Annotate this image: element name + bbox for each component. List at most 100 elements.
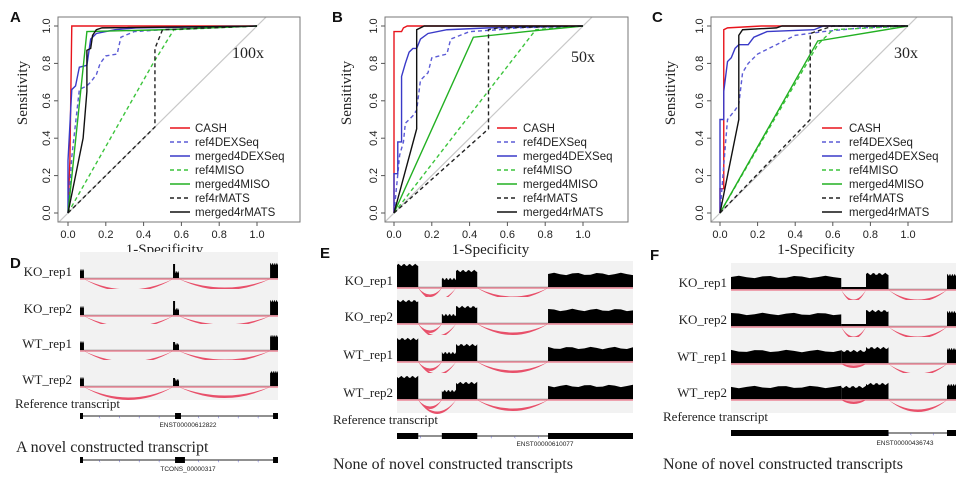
sample-label: WT_rep2 xyxy=(22,372,72,387)
strand-arrow-icon: ‹ xyxy=(138,415,140,421)
junction-arc xyxy=(841,400,866,404)
series-line-ref4DEXSeq xyxy=(719,25,909,214)
exon-block xyxy=(441,433,478,439)
panel-letter: E xyxy=(320,245,330,262)
coverage-block xyxy=(270,334,278,350)
exon-block xyxy=(175,457,185,463)
x-tick-label: 0.4 xyxy=(136,229,151,241)
coverage-block xyxy=(441,351,456,361)
strand-arrow-icon: ‹ xyxy=(237,415,239,421)
coverage-block xyxy=(397,299,419,323)
transcript-id: ENST00000436743 xyxy=(876,440,933,447)
coverage-block xyxy=(947,310,956,326)
legend-label: CASH xyxy=(195,123,227,135)
y-tick-label: 0.0 xyxy=(694,205,706,220)
panel-letter: C xyxy=(652,9,663,26)
junction-arc xyxy=(841,327,866,339)
panel-letter: A xyxy=(10,9,21,26)
y-tick-label: 0.0 xyxy=(41,205,53,220)
x-tick-label: 0.0 xyxy=(386,229,401,241)
strand-arrow-icon: ‹ xyxy=(138,459,140,465)
coverage-block xyxy=(731,385,842,399)
panel-letter: B xyxy=(332,9,343,26)
legend-label: merged4DEXSeq xyxy=(195,151,285,163)
coverage-block xyxy=(397,375,419,399)
strand-arrow-icon: ‹ xyxy=(257,459,259,465)
coverage-block xyxy=(866,382,889,399)
x-tick-label: 0.8 xyxy=(863,229,878,241)
series-line-merged4DEXSeq xyxy=(67,25,258,213)
x-axis-label: 1-Specificity xyxy=(777,242,855,258)
plot-frame xyxy=(57,16,301,223)
exon-block xyxy=(80,457,83,463)
legend-label: merged4rMATS xyxy=(523,207,604,219)
strand-arrow-icon: ‹ xyxy=(119,415,121,421)
coverage-block xyxy=(80,268,84,278)
coverage-block xyxy=(456,269,478,287)
strand-arrow-icon: ‹ xyxy=(514,435,516,441)
sashimi-track: KO_rep2 xyxy=(679,300,956,340)
x-tick-label: 1.0 xyxy=(249,229,264,241)
junction-arc xyxy=(841,364,866,368)
series-line-ref4MISO xyxy=(393,25,584,214)
legend: CASH ref4DEXSeq merged4DEXSeq ref4MISO merge… xyxy=(497,123,613,219)
series-line-ref4MISO xyxy=(719,25,909,214)
legend: CASH ref4DEXSeq merged4DEXSeq ref4MISO merge… xyxy=(170,123,285,219)
roc-chart-a: A 0.0 0.2 0.4 0.6 0.8 1.0 0.0 0.2 0.4 0.6 0.8 1.0 Sen… xyxy=(10,9,301,258)
track-background xyxy=(80,252,278,292)
x-tick-label: 0.0 xyxy=(712,229,727,241)
y-tick-label: 0.2 xyxy=(41,168,53,183)
x-tick-label: 0.4 xyxy=(788,229,803,241)
panel-letter: F xyxy=(650,247,659,264)
legend-label: merged4MISO xyxy=(195,179,270,191)
x-tick-label: 0.6 xyxy=(825,229,840,241)
y-tick-label: 0.2 xyxy=(694,168,706,183)
strand-arrow-icon: ‹ xyxy=(158,415,160,421)
junction-arc xyxy=(179,279,271,290)
exon-block xyxy=(175,413,181,419)
transcript-id: ENST00000610077 xyxy=(516,441,573,448)
y-tick-label: 1.0 xyxy=(368,18,380,33)
y-axis-label: Sensitivity xyxy=(15,60,31,125)
x-tick-label: 0.2 xyxy=(750,229,765,241)
x-tick-label: 0.6 xyxy=(174,229,189,241)
sashimi-track: WT_rep1 xyxy=(677,337,956,377)
series-line-ref4rMATS xyxy=(393,25,584,214)
coverage-block xyxy=(947,383,956,399)
series-line-merged4rMATS xyxy=(393,25,583,214)
strand-arrow-icon: ‹ xyxy=(910,432,912,438)
junction-arc xyxy=(418,400,456,414)
sashimi-track: WT_rep2 xyxy=(677,373,956,413)
junction-arc xyxy=(888,290,947,302)
coverage-block xyxy=(441,389,456,399)
coverage-block xyxy=(80,340,84,350)
coverage-block xyxy=(173,342,176,350)
junction-arc xyxy=(418,362,456,376)
sample-label: KO_rep2 xyxy=(345,309,393,324)
series-line-merged4MISO xyxy=(719,25,909,214)
series-line-merged4DEXSeq xyxy=(393,25,584,213)
junction-arc xyxy=(477,362,549,373)
sample-label: KO_rep1 xyxy=(679,275,727,290)
legend-label: ref4DEXSeq xyxy=(523,137,587,149)
strand-arrow-icon: ‹ xyxy=(198,415,200,421)
novel-transcript-label: None of novel constructed transcripts xyxy=(663,456,903,473)
y-tick-label: 0.4 xyxy=(368,131,380,146)
series-line-merged4rMATS xyxy=(719,25,908,214)
exon-block xyxy=(273,413,278,419)
legend-label: ref4MISO xyxy=(195,165,244,177)
coverage-block xyxy=(866,346,889,363)
legend-label: merged4DEXSeq xyxy=(849,151,939,163)
sashimi-track: KO_rep2 xyxy=(24,289,278,329)
junction-arc xyxy=(888,400,947,412)
reference-diagonal xyxy=(385,17,593,222)
legend-label: merged4rMATS xyxy=(849,207,930,219)
x-tick-label: 0.2 xyxy=(424,229,439,241)
coverage-block xyxy=(173,378,176,386)
sashimi-track: WT_rep1 xyxy=(22,324,278,364)
sample-label: WT_rep1 xyxy=(22,336,72,351)
junction-arc xyxy=(83,387,174,400)
reference-transcript-label: Reference transcript xyxy=(663,409,768,424)
strand-arrow-icon: ‹ xyxy=(218,459,220,465)
junction-arc xyxy=(83,279,174,292)
